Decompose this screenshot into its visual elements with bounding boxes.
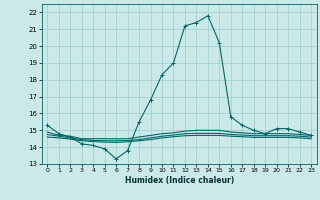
X-axis label: Humidex (Indice chaleur): Humidex (Indice chaleur) <box>124 176 234 185</box>
